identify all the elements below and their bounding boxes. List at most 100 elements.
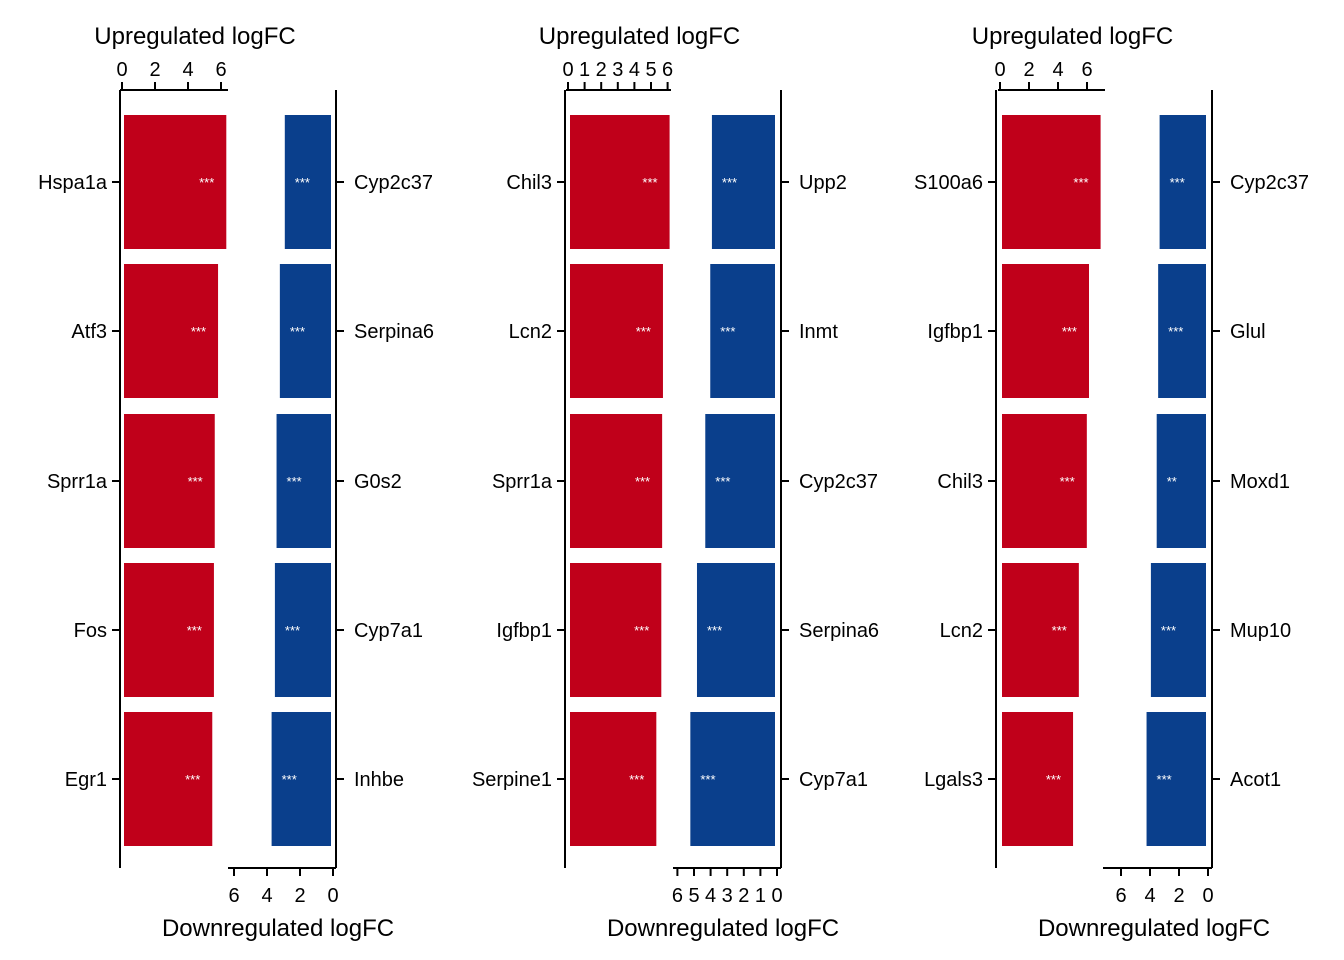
bottom-axis-tick-label: 3	[722, 885, 733, 907]
down-bar	[1159, 115, 1206, 249]
up-bar	[1002, 712, 1074, 846]
up-gene-label: Hspa1a	[38, 172, 108, 194]
down-gene-label: Inmt	[799, 321, 838, 343]
top-axis-tick-label: 0	[994, 59, 1005, 81]
down-gene-label: Glul	[1230, 321, 1266, 343]
down-bar-significance: ***	[722, 175, 737, 190]
bottom-axis-tick-label: 0	[1202, 885, 1213, 907]
up-bar-significance: ***	[634, 623, 649, 638]
bottom-axis-tick-label: 6	[228, 885, 239, 907]
down-bar-significance: ***	[295, 175, 310, 190]
down-bar-significance: ***	[1168, 324, 1183, 339]
down-bar-significance: ***	[287, 474, 302, 489]
up-gene-label: Lcn2	[509, 321, 552, 343]
top-axis-tick-label: 2	[149, 59, 160, 81]
up-gene-label: Igfbp1	[496, 620, 552, 642]
up-gene-label: Egr1	[65, 769, 107, 791]
bottom-axis-tick-label: 1	[755, 885, 766, 907]
down-gene-label: Cyp7a1	[354, 620, 423, 642]
up-bar	[124, 712, 213, 846]
bottom-axis-title: Downregulated logFC	[162, 915, 394, 942]
top-axis-title: Upregulated logFC	[539, 23, 740, 50]
up-bar-significance: ***	[191, 324, 206, 339]
bottom-axis-tick-label: 2	[1173, 885, 1184, 907]
up-bar	[570, 414, 663, 548]
down-bar	[1158, 264, 1206, 398]
top-axis-tick-label: 0	[562, 59, 573, 81]
down-bar	[696, 563, 775, 697]
up-bar	[124, 563, 214, 697]
up-bar	[1002, 115, 1101, 249]
up-bar-significance: ***	[1052, 623, 1067, 638]
up-bar	[124, 264, 219, 398]
down-bar	[274, 563, 331, 697]
top-axis-title: Upregulated logFC	[972, 23, 1173, 50]
up-bar	[570, 264, 663, 398]
down-gene-label: Moxd1	[1230, 471, 1290, 493]
up-gene-label: Lcn2	[940, 620, 983, 642]
up-bar-significance: ***	[188, 474, 203, 489]
down-gene-label: Inhbe	[354, 769, 404, 791]
top-axis-tick-label: 0	[116, 59, 127, 81]
down-bar	[1146, 712, 1206, 846]
down-gene-label: Serpina6	[799, 620, 879, 642]
down-bar	[710, 264, 775, 398]
up-gene-label: Chil3	[506, 172, 552, 194]
top-axis-tick-label: 6	[1081, 59, 1092, 81]
down-bar	[690, 712, 775, 846]
down-gene-label: Cyp2c37	[799, 471, 878, 493]
up-bar-significance: ***	[1073, 175, 1088, 190]
top-axis-tick-label: 4	[182, 59, 193, 81]
up-gene-label: Serpine1	[472, 769, 552, 791]
down-bar-significance: ***	[290, 324, 305, 339]
down-bar-significance: ***	[1157, 772, 1172, 787]
up-bar-significance: ***	[199, 175, 214, 190]
down-gene-label: Serpina6	[354, 321, 434, 343]
top-axis-tick-label: 4	[629, 59, 640, 81]
up-bar	[1002, 563, 1079, 697]
up-bar-significance: ***	[642, 175, 657, 190]
bottom-axis-tick-label: 6	[1115, 885, 1126, 907]
up-gene-label: Sprr1a	[492, 471, 553, 493]
up-bar-significance: ***	[629, 772, 644, 787]
up-gene-label: Atf3	[71, 321, 107, 343]
bottom-axis-tick-label: 5	[688, 885, 699, 907]
up-bar	[1002, 414, 1087, 548]
top-axis-tick-label: 4	[1052, 59, 1063, 81]
up-gene-label: S100a6	[914, 172, 983, 194]
down-bar-significance: ***	[700, 772, 715, 787]
up-bar-significance: ***	[187, 623, 202, 638]
down-gene-label: Upp2	[799, 172, 847, 194]
down-bar-significance: ***	[707, 623, 722, 638]
up-bar-significance: ***	[1046, 772, 1061, 787]
down-gene-label: Mup10	[1230, 620, 1291, 642]
down-gene-label: Cyp2c37	[354, 172, 433, 194]
up-gene-label: Igfbp1	[927, 321, 983, 343]
up-bar-significance: ***	[185, 772, 200, 787]
down-bar-significance: ***	[715, 474, 730, 489]
up-bar	[570, 115, 670, 249]
down-bar-significance: ***	[1170, 175, 1185, 190]
down-bar-significance: ***	[720, 324, 735, 339]
down-bar-significance: ***	[1161, 623, 1176, 638]
up-bar	[1002, 264, 1089, 398]
bottom-axis-title: Downregulated logFC	[607, 915, 839, 942]
down-bar	[705, 414, 775, 548]
top-axis-tick-label: 6	[215, 59, 226, 81]
down-bar	[1150, 563, 1206, 697]
bottom-axis-tick-label: 2	[294, 885, 305, 907]
bottom-axis-tick-label: 4	[705, 885, 716, 907]
down-bar-significance: **	[1167, 474, 1177, 489]
down-gene-label: G0s2	[354, 471, 402, 493]
down-bar	[271, 712, 331, 846]
up-bar-significance: ***	[636, 324, 651, 339]
down-gene-label: Cyp2c37	[1230, 172, 1309, 194]
down-gene-label: Acot1	[1230, 769, 1281, 791]
bottom-axis-tick-label: 0	[327, 885, 338, 907]
bottom-axis-title: Downregulated logFC	[1038, 915, 1270, 942]
up-bar-significance: ***	[1060, 474, 1075, 489]
up-bar	[124, 115, 227, 249]
up-bar	[124, 414, 215, 548]
down-bar-significance: ***	[285, 623, 300, 638]
